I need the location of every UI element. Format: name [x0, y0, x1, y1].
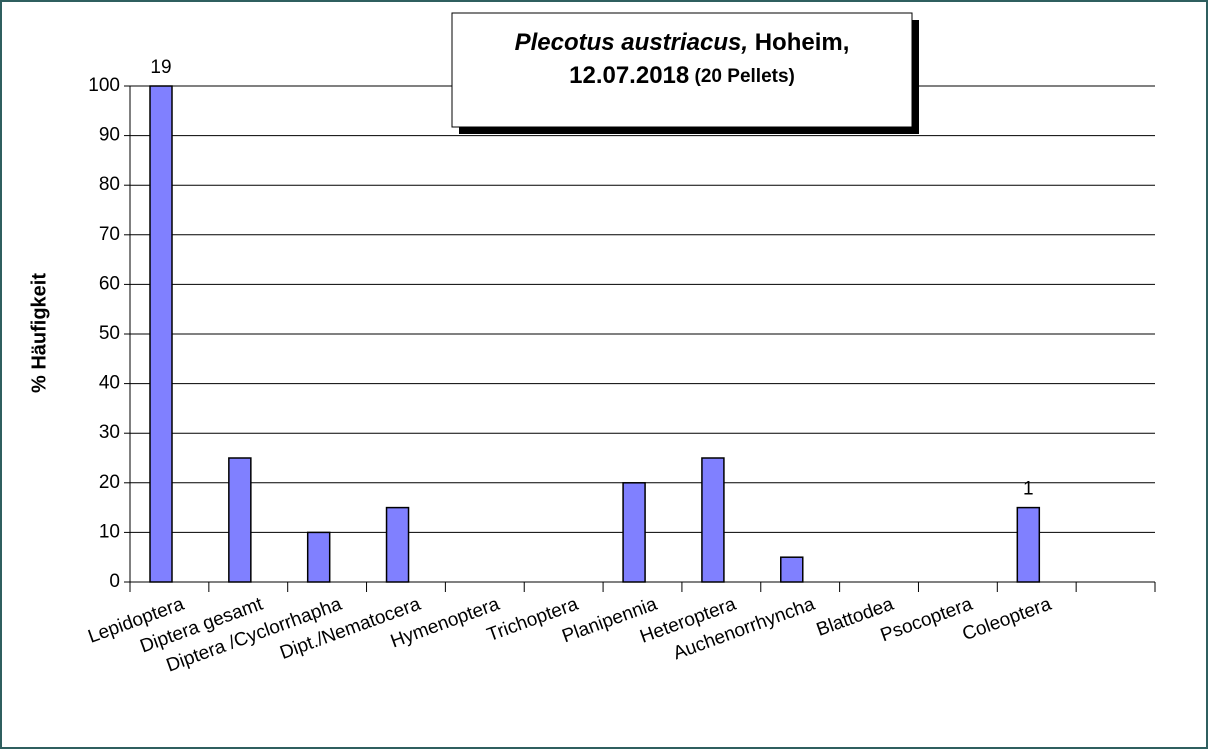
bar [149, 85, 173, 583]
bar [701, 457, 725, 583]
y-axis-label: % Häufigkeit [28, 273, 50, 393]
title-part: Hoheim, [748, 29, 849, 56]
y-tick-label: 10 [99, 521, 120, 542]
y-tick-label: 20 [99, 472, 120, 493]
title-box [451, 12, 913, 128]
bar [1016, 506, 1041, 583]
bar [228, 457, 252, 583]
title-part: 12.07.2018 [569, 62, 689, 89]
y-tick-label: 100 [88, 75, 120, 96]
title-part: (20 Pellets) [689, 66, 795, 87]
y-tick-label: 0 [109, 571, 120, 592]
y-tick-label: 50 [99, 323, 120, 344]
data-label: 19 [150, 57, 171, 78]
y-tick-label: 40 [99, 373, 120, 394]
y-tick-label: 70 [99, 224, 120, 245]
bar [306, 531, 331, 583]
y-tick-label: 80 [99, 174, 120, 195]
data-label: 1 [1023, 479, 1034, 500]
y-tick-label: 60 [99, 273, 120, 294]
y-tick-label: 90 [99, 125, 120, 146]
bar [622, 482, 646, 583]
bar [385, 506, 410, 583]
bar [780, 556, 804, 583]
title-part: Plecotus austriacus, [515, 29, 748, 56]
y-tick-label: 30 [99, 422, 120, 443]
chart-title: 12.07.2018 (20 Pellets) [569, 62, 795, 89]
chart-title: Plecotus austriacus, Hoheim, [515, 29, 850, 56]
